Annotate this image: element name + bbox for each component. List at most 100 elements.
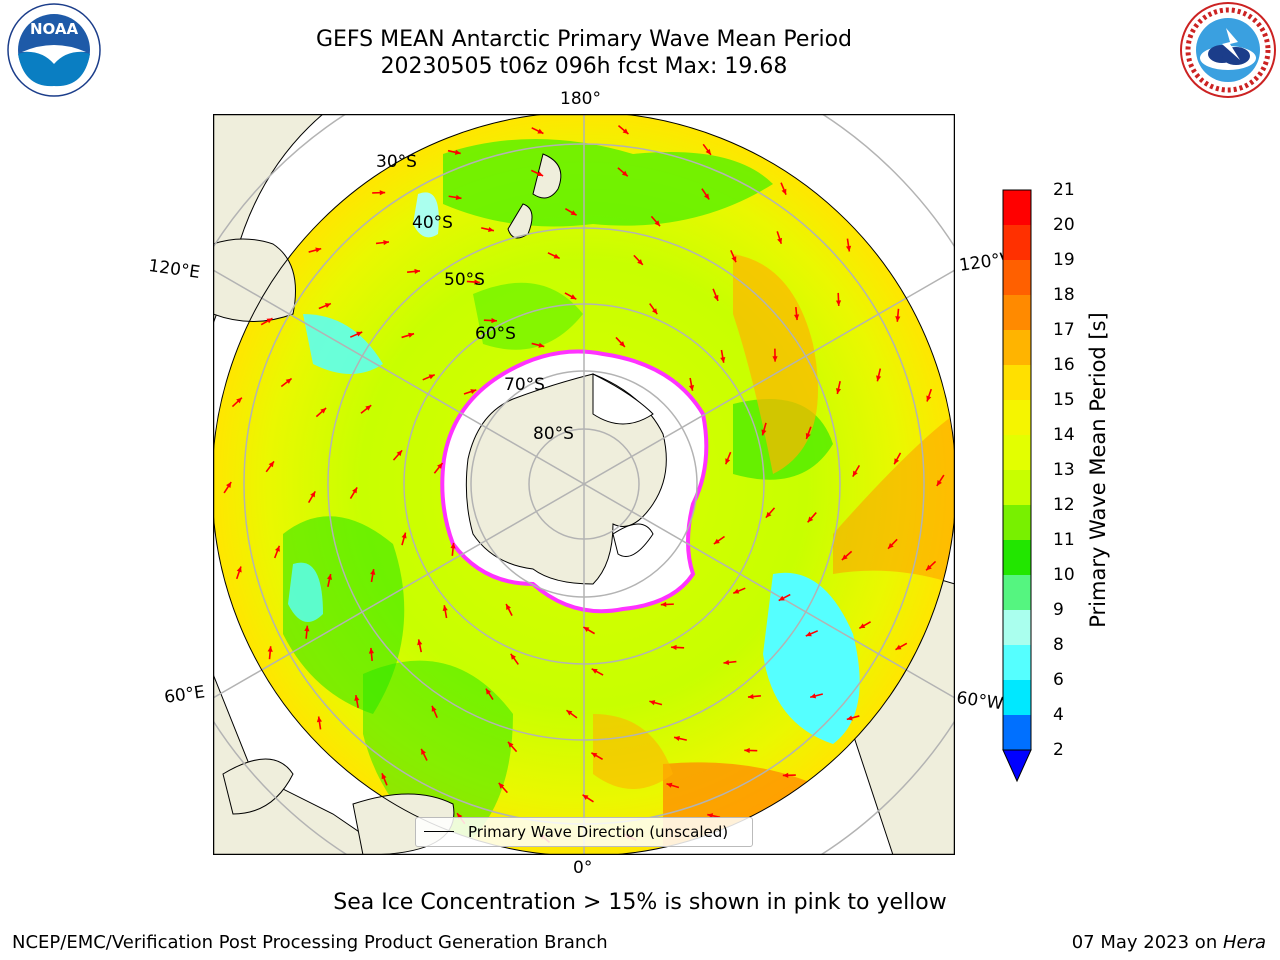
wave-arrow-head [488, 226, 494, 233]
wave-arrow-head [778, 595, 785, 601]
wave-arrow-head [268, 461, 274, 468]
wave-arrow-head [383, 239, 389, 246]
colorbar-tick: 16 [1053, 355, 1075, 375]
wave-arrow-head [431, 705, 437, 712]
wave-arrow-head [725, 458, 731, 465]
footer-date: 07 May 2023 on Hera [1072, 932, 1266, 953]
wave-arrow-head [570, 210, 577, 216]
wave-arrow-head [591, 668, 598, 674]
wave-arrow-head [408, 332, 415, 338]
colorbar-cell [1003, 505, 1031, 540]
colorbar-cell [1003, 645, 1031, 680]
map-legend: Primary Wave Direction (unscaled) [415, 817, 753, 847]
wave-arrow-head [396, 450, 403, 457]
wave-arrow-head [926, 395, 932, 402]
wave-arrow-head [274, 545, 280, 552]
wave-arrow-head [772, 356, 778, 362]
wave-arrow-head [428, 374, 435, 380]
wave-arrow-head [454, 149, 461, 155]
wave-arrow-head [537, 171, 544, 176]
colorbar-cell [1003, 260, 1031, 295]
wave-arrow-head [723, 659, 730, 666]
legend-label: Primary Wave Direction (unscaled) [468, 823, 729, 841]
colorbar-tick: 4 [1053, 705, 1064, 725]
wave-arrow-head [744, 747, 750, 754]
wave-arrow-head [765, 511, 772, 518]
wave-arrow-head [455, 194, 462, 201]
colorbar-cell [1003, 610, 1031, 645]
wave-arrow-head [666, 782, 673, 788]
wave-arrow-head [226, 482, 232, 489]
wave-arrow-head [782, 772, 789, 778]
chart-title: GEFS MEAN Antarctic Primary Wave Mean Pe… [315, 27, 853, 52]
colorbar-cell [1003, 190, 1031, 225]
wave-arrow-head [876, 375, 882, 382]
wave-arrow-head [498, 782, 505, 789]
wave-arrow-head [805, 432, 811, 439]
wave-arrow-head [474, 279, 480, 285]
wave-arrow-head [370, 569, 376, 575]
wave-arrow-head [703, 193, 710, 200]
lat-label-30s: 30°S [376, 152, 417, 172]
wave-arrow-head [621, 170, 628, 177]
colorbar-cell [1003, 225, 1031, 260]
colorbar-cell [1003, 295, 1031, 330]
wave-arrow-head [315, 247, 322, 253]
antarctica [440, 349, 709, 614]
wave-arrow-head [414, 268, 421, 275]
wave-arrow-head [310, 491, 316, 498]
wave-arrow-head [894, 458, 900, 465]
wave-arrow-head [352, 487, 358, 494]
wave-arrow-head [936, 479, 942, 486]
wave-arrow-head [570, 294, 577, 300]
wave-arrow-head [506, 604, 511, 611]
wave-arrow-head [236, 397, 242, 404]
wave-arrow-head [591, 752, 598, 758]
wave-arrow-head [368, 647, 375, 654]
wave-arrow-head [637, 259, 643, 265]
wave-arrow-head [365, 405, 372, 411]
wave-arrow-head [688, 384, 695, 391]
polar-map [213, 114, 955, 855]
wave-arrow-head [777, 237, 783, 244]
lon-label-120e: 120°E [147, 256, 202, 284]
lat-label-60s: 60°S [475, 324, 516, 344]
colorbar-cell [1003, 330, 1031, 365]
graticule [213, 114, 955, 855]
wave-arrow-head [437, 463, 443, 469]
wave-arrow-head [266, 318, 273, 324]
colorbar-tick: 6 [1053, 670, 1064, 690]
wave-arrow-head [354, 695, 360, 701]
colorbar-cell [1003, 435, 1031, 470]
wave-arrow-head [674, 735, 680, 742]
wave-arrow-head [450, 542, 456, 549]
wave-direction-arrows [223, 125, 945, 843]
wave-arrow-head [731, 256, 737, 263]
wave-arrow-head [888, 542, 894, 549]
wave-arrow-head [470, 389, 477, 395]
wave-arrow-head [705, 148, 711, 155]
colorbar-extend-arrow [1002, 749, 1032, 783]
wave-arrow-head [835, 300, 842, 306]
noaa-logo: NOAA [7, 3, 101, 97]
colorbar-cell [1003, 540, 1031, 575]
wave-arrow-head [236, 566, 242, 573]
colorbar-tick: 15 [1053, 390, 1075, 410]
lat-label-40s: 40°S [412, 213, 453, 233]
wave-arrow-head [852, 470, 858, 477]
colorbar-cell [1003, 680, 1031, 715]
colorbar-tick: 17 [1053, 320, 1075, 340]
wave-arrow-head [326, 574, 333, 580]
wave-arrow-head [304, 625, 310, 632]
legend-line-swatch [424, 831, 454, 832]
colorbar-tick: 12 [1053, 495, 1075, 515]
wave-arrow-head [381, 773, 387, 780]
wave-arrow-head [781, 188, 787, 195]
colorbar-tick: 18 [1053, 285, 1075, 305]
wave-arrow-head [793, 314, 800, 321]
wave-arrow-head [841, 554, 848, 561]
lon-label-60w: 60°W [955, 688, 1005, 715]
wave-arrow-head [507, 741, 514, 748]
wave-arrow-head [379, 190, 386, 196]
wave-arrow-head [713, 294, 719, 301]
